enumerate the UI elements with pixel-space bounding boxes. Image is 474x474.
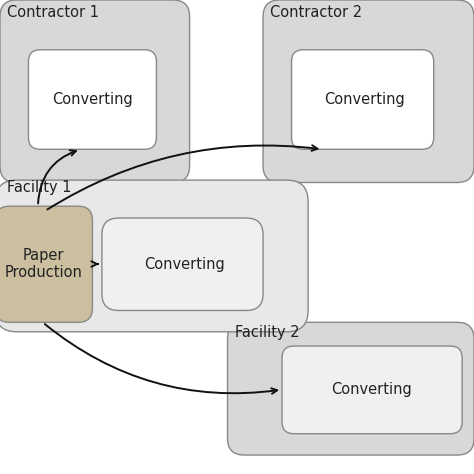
FancyBboxPatch shape: [0, 180, 308, 332]
FancyBboxPatch shape: [28, 50, 156, 149]
Text: Converting: Converting: [145, 256, 225, 272]
Text: Facility 2: Facility 2: [235, 325, 299, 340]
FancyBboxPatch shape: [228, 322, 474, 455]
Text: Contractor 1: Contractor 1: [7, 5, 99, 20]
FancyBboxPatch shape: [0, 0, 190, 182]
Text: Paper
Production: Paper Production: [5, 248, 82, 280]
FancyBboxPatch shape: [292, 50, 434, 149]
Text: Facility 1: Facility 1: [7, 180, 72, 195]
FancyBboxPatch shape: [0, 206, 92, 322]
FancyBboxPatch shape: [263, 0, 474, 182]
Text: Converting: Converting: [331, 382, 411, 397]
FancyBboxPatch shape: [102, 218, 263, 310]
Text: Contractor 2: Contractor 2: [270, 5, 362, 20]
FancyBboxPatch shape: [282, 346, 462, 434]
Text: Converting: Converting: [325, 92, 405, 107]
Text: Converting: Converting: [52, 92, 133, 107]
